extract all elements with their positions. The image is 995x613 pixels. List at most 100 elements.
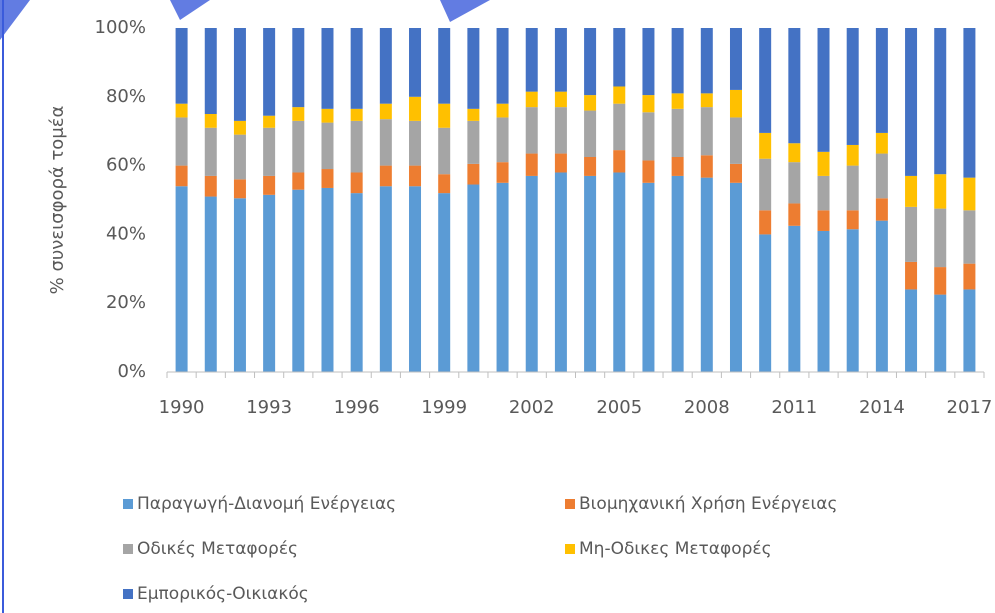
- y-tick-label: 0%: [117, 361, 146, 382]
- bar-segment: [204, 127, 217, 176]
- bar-segment: [263, 175, 276, 195]
- bar-segment: [525, 175, 538, 372]
- y-tick-label: 100%: [95, 17, 146, 38]
- bar-segment: [233, 198, 246, 372]
- x-tick-label: 2011: [771, 397, 817, 418]
- bar-segment: [875, 153, 888, 199]
- bar-segment: [700, 28, 713, 94]
- bar-segment: [671, 175, 684, 372]
- bar-segment: [321, 122, 334, 170]
- bar-segment: [642, 112, 655, 161]
- bar-segment: [554, 107, 567, 154]
- bar-segment: [175, 103, 188, 118]
- bar-segment: [321, 169, 334, 188]
- bar-segment: [263, 115, 276, 128]
- bar-segment: [233, 134, 246, 180]
- bar-segment: [438, 28, 451, 104]
- bar-segment: [584, 110, 597, 157]
- y-axis-label: % συνεισφορά τομέα: [47, 106, 68, 295]
- bar-segment: [525, 107, 538, 154]
- bar-segment: [525, 153, 538, 176]
- bar-segment: [963, 177, 976, 211]
- bar-segment: [846, 144, 859, 166]
- bar-segment: [759, 28, 772, 133]
- bar-segment: [525, 91, 538, 108]
- bar-segment: [817, 210, 830, 231]
- bar-segment: [233, 28, 246, 121]
- bar-segment: [934, 267, 947, 295]
- bar-segment: [934, 294, 947, 372]
- bar-segment: [467, 28, 480, 109]
- bar-segment: [321, 108, 334, 123]
- bar-segment: [963, 210, 976, 264]
- bar-segment: [292, 107, 305, 121]
- bar-segment: [671, 28, 684, 94]
- bar-segment: [409, 28, 422, 97]
- decoration: [440, 0, 490, 22]
- x-tick-label: 2005: [596, 397, 642, 418]
- bar-segment: [379, 103, 392, 120]
- bar-segment: [321, 187, 334, 372]
- bar-segment: [817, 151, 830, 176]
- bar-segment: [263, 194, 276, 372]
- bar-segment: [759, 158, 772, 211]
- bar-segment: [671, 93, 684, 109]
- bar-segment: [292, 120, 305, 173]
- bar-segment: [467, 184, 480, 372]
- bar-segment: [409, 186, 422, 372]
- bar-segment: [350, 28, 363, 109]
- bar-segment: [642, 28, 655, 96]
- bar-segment: [700, 93, 713, 108]
- bar-segment: [817, 28, 830, 152]
- bar-segment: [700, 155, 713, 178]
- bar-segment: [204, 28, 217, 114]
- bar-segment: [613, 28, 626, 87]
- bar-segment: [350, 193, 363, 372]
- bar-segment: [175, 28, 188, 104]
- bar-segment: [729, 163, 742, 183]
- bar-segment: [438, 174, 451, 194]
- decoration: [170, 0, 210, 20]
- bar-segment: [409, 165, 422, 187]
- bar-segment: [934, 208, 947, 268]
- bar-segment: [350, 108, 363, 121]
- bar-segment: [204, 196, 217, 372]
- bar-segment: [438, 103, 451, 128]
- decoration: [0, 0, 30, 40]
- x-tick-label: 1993: [246, 397, 292, 418]
- bar-segment: [204, 114, 217, 128]
- legend-label: Μη-Οδικες Μεταφορές: [579, 539, 772, 559]
- bar-segment: [292, 189, 305, 372]
- x-tick-label: 1996: [334, 397, 380, 418]
- bar-segment: [817, 175, 830, 211]
- bar-segment: [759, 132, 772, 159]
- bar-segment: [584, 95, 597, 111]
- bar-segment: [584, 157, 597, 176]
- bar-segment: [496, 28, 509, 104]
- bar-segment: [409, 96, 422, 121]
- bar-segment: [875, 132, 888, 154]
- bar-segment: [642, 95, 655, 113]
- bar-segment: [350, 120, 363, 173]
- bar-segment: [700, 177, 713, 372]
- bar-segment: [905, 28, 918, 176]
- legend-label: Εμπορικός-Οικιακός: [137, 584, 309, 604]
- bar-segment: [554, 28, 567, 92]
- bar-segment: [788, 203, 801, 226]
- bar-segment: [554, 153, 567, 173]
- bar-segment: [263, 127, 276, 176]
- bar-segment: [584, 175, 597, 372]
- legend-swatch: [565, 544, 575, 554]
- bar-segment: [788, 143, 801, 163]
- bar-segment: [875, 220, 888, 372]
- bar-segment: [554, 91, 567, 108]
- bar-segment: [788, 225, 801, 372]
- bar-segment: [613, 86, 626, 104]
- bar-segment: [642, 182, 655, 372]
- bar-segment: [700, 107, 713, 156]
- bar-segment: [846, 229, 859, 372]
- bar-segment: [729, 28, 742, 90]
- bar-segment: [729, 117, 742, 164]
- bar-segment: [846, 165, 859, 211]
